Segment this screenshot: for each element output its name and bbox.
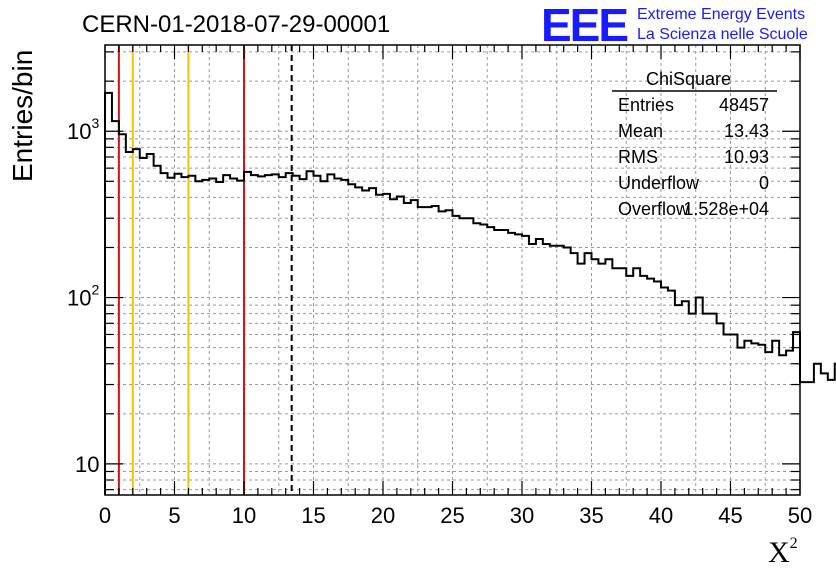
x-tick-label: 45 [718, 503, 742, 528]
x-tick-label: 15 [301, 503, 325, 528]
axis-ticks [104, 45, 801, 495]
y-tick-label-base: 10 [67, 119, 91, 144]
x-tick-label: 35 [579, 503, 603, 528]
y-tick-label-exponent: 3 [91, 115, 99, 131]
stats-label: RMS [618, 147, 658, 167]
x-tick-label: 25 [440, 503, 464, 528]
threshold-lines [117, 45, 293, 495]
y-tick-label: 10 [75, 452, 99, 477]
y-tick-label-base: 10 [67, 286, 91, 311]
x-tick-label: 50 [788, 503, 812, 528]
grid [105, 45, 800, 495]
logo-line-2: La Scienza nelle Scuole [637, 26, 808, 43]
x-tick-label: 10 [232, 503, 256, 528]
y-axis-title: Entries/bin [7, 50, 38, 182]
stats-label: Mean [618, 121, 663, 141]
stats-label: Overflow [618, 199, 690, 219]
histogram-step-line [104, 91, 836, 495]
y-tick-label-exponent: 2 [91, 282, 99, 298]
stats-label: Underflow [618, 173, 700, 193]
logo-line-1: Extreme Energy Events [637, 6, 805, 23]
eee-logo-mark: EEE [541, 0, 627, 51]
stats-value: 10.93 [724, 147, 769, 167]
chart-title: CERN-01-2018-07-29-00001 [82, 11, 390, 38]
x-tick-label: 5 [168, 503, 180, 528]
x-axis-title-main: X [768, 536, 790, 569]
x-tick-label: 0 [99, 503, 111, 528]
x-tick-label: 20 [371, 503, 395, 528]
stats-value: 0 [759, 173, 769, 193]
eee-logo: EEE Extreme Energy Events La Scienza nel… [541, 0, 808, 51]
stats-label: Entries [618, 95, 674, 115]
y-tick-label-base: 10 [75, 452, 99, 477]
x-tick-label: 40 [649, 503, 673, 528]
stats-value: 48457 [719, 95, 769, 115]
stats-value: 1.528e+04 [683, 199, 769, 219]
x-axis-title-superscript: 2 [790, 535, 798, 552]
x-tick-labels: 0 5 10 15 20 25 30 35 40 45 50 [99, 503, 812, 528]
x-tick-label: 30 [510, 503, 534, 528]
y-tick-label: 102 [67, 282, 99, 311]
stats-value: 13.43 [724, 121, 769, 141]
y-tick-label: 103 [67, 115, 99, 144]
x-axis-title: X2 [768, 535, 798, 569]
stats-box: ChiSquare Entries 48457 Mean 13.43 RMS 10.93 U… [612, 69, 777, 219]
stats-header: ChiSquare [646, 69, 731, 89]
